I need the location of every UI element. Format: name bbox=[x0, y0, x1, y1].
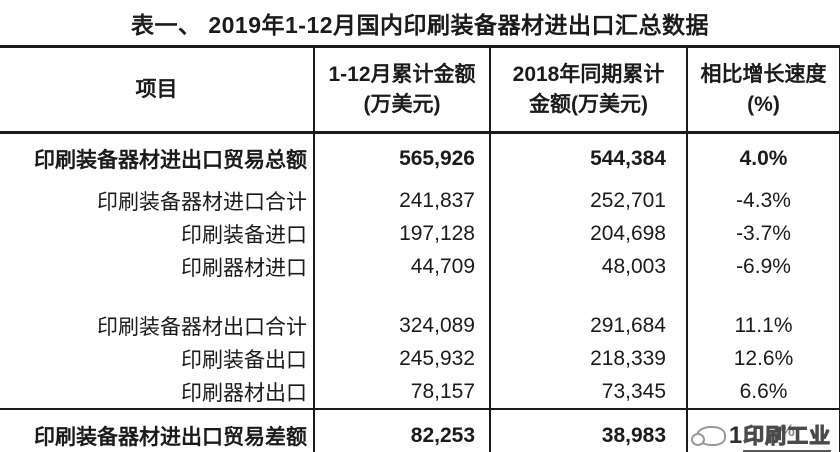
header-text: 1-12月累计金额 bbox=[328, 62, 476, 86]
amount-2019: 197,128 bbox=[314, 217, 491, 250]
col-header-item: 项目 bbox=[0, 46, 315, 134]
growth-rate: 4.0% bbox=[687, 132, 840, 184]
amount-2019: 245,932 bbox=[314, 342, 491, 375]
watermark: 1 % 印刷工业 bbox=[690, 420, 832, 452]
watermark-logo-text: 印刷工业 bbox=[743, 420, 832, 452]
watermark-visible-digit: 1 bbox=[728, 422, 743, 449]
growth-rate: -6.9% bbox=[687, 250, 840, 283]
col-header-2019-amount: 1-12月累计金额 (万美元) bbox=[314, 46, 491, 134]
amount-2018: 38,983 bbox=[490, 408, 688, 452]
header-text: 相比增长速度 bbox=[700, 62, 827, 86]
growth-rate: -3.7% bbox=[687, 217, 840, 250]
spacer-row bbox=[0, 283, 840, 309]
amount-2018: 73,345 bbox=[490, 375, 688, 409]
amount-2018: 218,339 bbox=[490, 342, 688, 375]
row-label: 印刷器材出口 bbox=[0, 375, 315, 409]
header-row: 项目 1-12月累计金额 (万美元) 2018年同期累计 金额(万美元) 相比增… bbox=[0, 46, 840, 134]
row-label: 印刷装备器材进口合计 bbox=[0, 184, 315, 217]
amount-2018: 204,698 bbox=[490, 217, 688, 250]
amount-2018: 291,684 bbox=[490, 309, 688, 342]
col-header-growth-rate: 相比增长速度 (%) bbox=[687, 46, 840, 134]
table-row-total-trade: 印刷装备器材进出口贸易总额 565,926 544,384 4.0% bbox=[0, 132, 840, 184]
amount-2019: 82,253 bbox=[314, 408, 491, 452]
row-label: 印刷装备器材进出口贸易差额 bbox=[0, 408, 315, 452]
table-title: 表一、 2019年1-12月国内印刷装备器材进出口汇总数据 bbox=[130, 11, 710, 38]
amount-2019: 324,089 bbox=[314, 309, 491, 342]
header-text: 2018年同期累计 bbox=[512, 62, 665, 86]
amount-2019: 241,837 bbox=[314, 184, 491, 217]
amount-2019: 78,157 bbox=[314, 375, 491, 409]
amount-2019: 565,926 bbox=[314, 132, 491, 184]
table-row-export-total: 印刷装备器材出口合计 324,089 291,684 11.1% bbox=[0, 309, 840, 342]
header-unit: (万美元) bbox=[363, 92, 441, 116]
table-row-materials-import: 印刷器材进口 44,709 48,003 -6.9% bbox=[0, 250, 840, 283]
watermark-percent-mark: % bbox=[779, 421, 795, 440]
table-row-trade-balance: 印刷装备器材进出口贸易差额 82,253 38,983 1 % 印刷工业 bbox=[0, 408, 840, 452]
table-row-materials-export: 印刷器材出口 78,157 73,345 6.6% bbox=[0, 375, 840, 409]
growth-rate: 6.6% bbox=[687, 375, 840, 409]
table-row-equipment-export: 印刷装备出口 245,932 218,339 12.6% bbox=[0, 342, 840, 375]
growth-cell-watermarked: 1 % 印刷工业 bbox=[687, 408, 840, 452]
import-export-summary-table: 项目 1-12月累计金额 (万美元) 2018年同期累计 金额(万美元) 相比增… bbox=[0, 45, 840, 452]
table-row-import-total: 印刷装备器材进口合计 241,837 252,701 -4.3% bbox=[0, 184, 840, 217]
row-label: 印刷装备器材出口合计 bbox=[0, 309, 315, 342]
amount-2018: 544,384 bbox=[490, 132, 688, 184]
header-text: 项目 bbox=[135, 77, 178, 101]
col-header-2018-amount: 2018年同期累计 金额(万美元) bbox=[490, 46, 688, 134]
row-label: 印刷装备器材进出口贸易总额 bbox=[0, 132, 315, 184]
growth-rate: 11.1% bbox=[687, 309, 840, 342]
row-label: 印刷装备出口 bbox=[0, 342, 315, 375]
table-row-equipment-import: 印刷装备进口 197,128 204,698 -3.7% bbox=[0, 217, 840, 250]
row-label: 印刷器材进口 bbox=[0, 250, 315, 283]
header-unit: 金额(万美元) bbox=[529, 92, 648, 116]
growth-rate: 12.6% bbox=[687, 342, 840, 375]
watermark-cloud-icon bbox=[690, 426, 726, 446]
amount-2018: 252,701 bbox=[490, 184, 688, 217]
header-unit: (%) bbox=[747, 92, 780, 116]
growth-rate: -4.3% bbox=[687, 184, 840, 217]
amount-2018: 48,003 bbox=[490, 250, 688, 283]
amount-2019: 44,709 bbox=[314, 250, 491, 283]
row-label: 印刷装备进口 bbox=[0, 217, 315, 250]
